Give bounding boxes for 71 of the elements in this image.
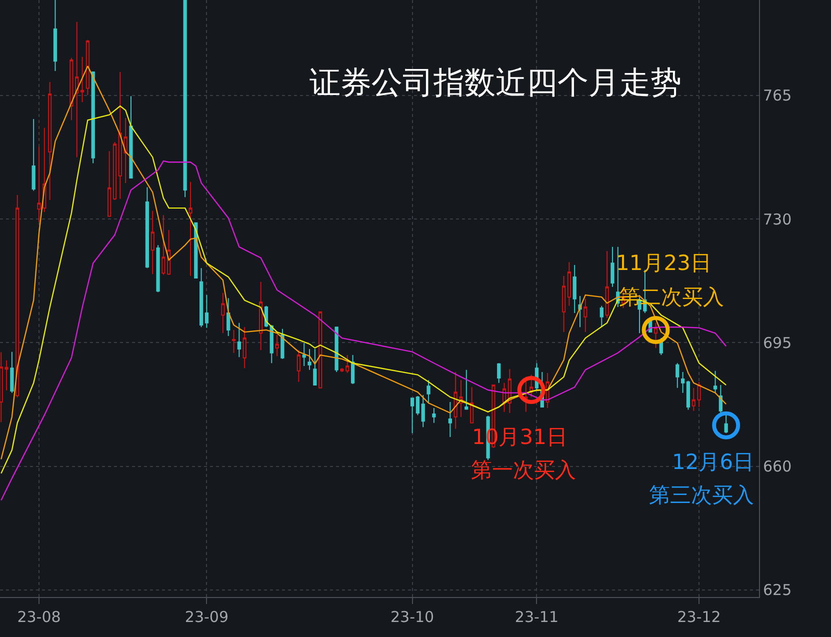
candlestick bbox=[718, 384, 722, 414]
y-tick-label: 730 bbox=[763, 210, 792, 228]
candlestick bbox=[302, 342, 306, 366]
candlestick bbox=[237, 322, 241, 358]
candlestick bbox=[334, 326, 338, 372]
candlestick bbox=[308, 348, 312, 370]
candlestick bbox=[605, 250, 609, 318]
annotation: 12月6日 bbox=[672, 450, 754, 474]
y-tick-label: 765 bbox=[763, 86, 792, 105]
candlestick bbox=[145, 186, 150, 269]
annotation: 第一次买入 bbox=[471, 458, 576, 482]
candlestick bbox=[242, 326, 246, 369]
candlestick bbox=[108, 150, 112, 218]
candlestick bbox=[112, 142, 117, 200]
candlestick bbox=[600, 305, 604, 328]
candlestick bbox=[416, 396, 420, 416]
candlestick bbox=[270, 324, 274, 364]
candlestick bbox=[572, 264, 576, 314]
candlestick bbox=[86, 39, 90, 96]
candlestick bbox=[502, 382, 506, 412]
candlestick bbox=[48, 81, 52, 200]
x-tick-label: 23-10 bbox=[390, 608, 434, 626]
y-tick-label: 660 bbox=[763, 458, 792, 476]
candlestick bbox=[156, 244, 160, 293]
candlestick bbox=[584, 298, 588, 333]
text: 证券公司指数近四个月走势 bbox=[309, 65, 682, 102]
candlestick bbox=[410, 398, 414, 434]
candlestick bbox=[421, 394, 425, 428]
candlestick bbox=[562, 275, 566, 333]
candlestick bbox=[204, 294, 209, 328]
candlestick bbox=[676, 362, 680, 388]
candlestick bbox=[226, 298, 230, 336]
x-tick-label: 23-12 bbox=[677, 608, 721, 626]
candlestick bbox=[183, 0, 187, 198]
annotation: 第三次买入 bbox=[649, 483, 754, 507]
candlestick bbox=[199, 268, 204, 328]
y-tick-label: 695 bbox=[763, 334, 792, 352]
candlestick bbox=[497, 362, 501, 384]
candlestick bbox=[296, 350, 301, 382]
candlestick bbox=[610, 246, 614, 288]
candlestick bbox=[313, 348, 317, 386]
candlestick bbox=[16, 194, 20, 398]
candlestick bbox=[567, 262, 572, 306]
candlestick bbox=[686, 380, 690, 410]
candlestick bbox=[713, 370, 718, 394]
candlestick bbox=[318, 311, 322, 388]
candlestick bbox=[275, 334, 279, 357]
x-tick-label: 23-08 bbox=[17, 608, 61, 626]
x-tick-label: 23-11 bbox=[514, 608, 559, 626]
candlestick bbox=[448, 402, 452, 438]
candlestick bbox=[10, 351, 14, 394]
candlestick bbox=[80, 56, 84, 103]
candlestick bbox=[470, 386, 474, 424]
candlestick bbox=[129, 96, 133, 179]
candlestick bbox=[464, 369, 468, 410]
candlestick bbox=[32, 118, 36, 192]
candlestick bbox=[232, 329, 236, 354]
candlestick bbox=[188, 181, 192, 276]
candlestick bbox=[258, 281, 263, 351]
y-tick-label: 625 bbox=[763, 581, 792, 600]
candlestick bbox=[150, 210, 154, 275]
candlestick bbox=[350, 354, 355, 384]
candlestick bbox=[680, 371, 685, 394]
candlestick bbox=[53, 0, 58, 72]
x-tick-label: 23-09 bbox=[184, 608, 229, 626]
candlestick bbox=[91, 72, 95, 164]
candlestick bbox=[221, 292, 225, 334]
candlestick bbox=[280, 328, 284, 360]
candlestick bbox=[432, 408, 436, 424]
candlestick bbox=[426, 380, 430, 404]
candlestick bbox=[654, 322, 658, 348]
